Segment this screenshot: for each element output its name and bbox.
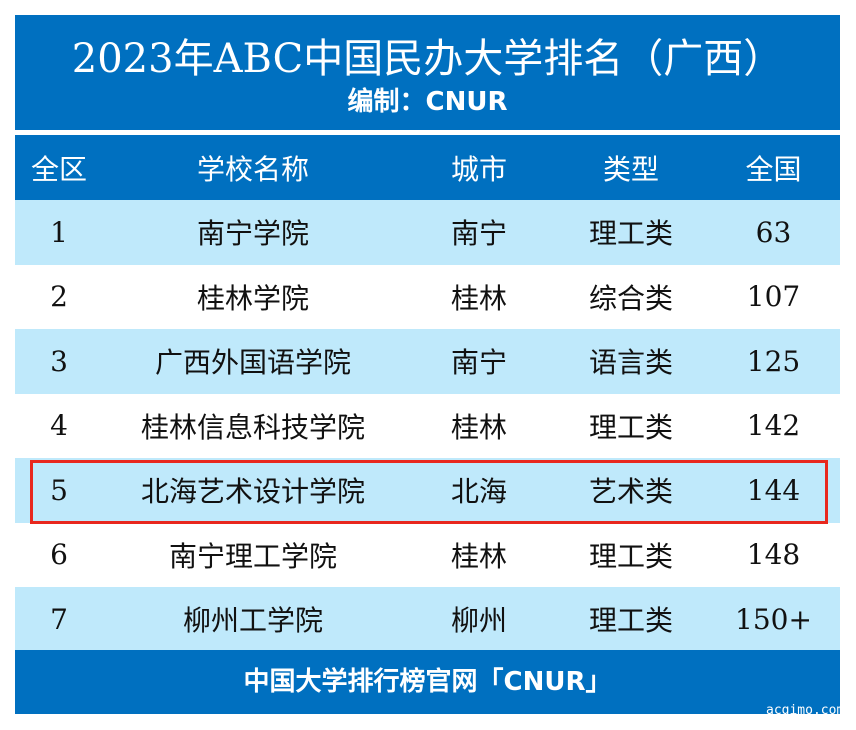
table-row: 2 桂林学院 桂林 综合类 107 [15,264,840,329]
footer: 中国大学排行榜官网「CNUR」 [15,650,840,714]
table-cell: 桂林 [450,281,507,315]
table-cell: 63 [755,215,792,249]
table-row: 1 南宁学院 南宁 理工类 63 [15,200,840,265]
table-cell: 桂林 [450,539,507,573]
table-cell: 柳州工学院 [182,604,323,638]
table-cell: 北海 [450,475,507,509]
page-title: 2023年ABC中国民办大学排名（广西） [71,36,784,82]
table-cell: 桂林学院 [196,281,309,315]
table-cell: 北海艺术设计学院 [140,475,365,509]
page-subtitle: 编制：CNUR [347,87,508,117]
table-cell: 理工类 [588,539,673,573]
table-cell: 1 [50,215,68,249]
table-cell: 南宁理工学院 [168,539,337,573]
table-cell: 5 [50,473,68,507]
table-cell: 150+ [735,602,812,636]
table-cell: 理工类 [588,604,673,638]
table-cell: 综合类 [588,281,673,315]
table-row: 4 桂林信息科技学院 桂林 理工类 142 [15,393,840,458]
table-cell: 4 [50,409,68,443]
table-cell: 语言类 [588,346,673,380]
table-row: 6 南宁理工学院 桂林 理工类 148 [15,522,840,587]
table-cell: 125 [746,344,801,378]
table-row: 7 柳州工学院 柳州 理工类 150+ [15,587,840,652]
table-cell: 107 [746,280,801,314]
table-cell: 3 [50,344,68,378]
table-cell: 2 [50,280,68,314]
table-cell: 6 [50,538,68,572]
table-header: 全区 学校名称 城市 类型 全国 [15,135,840,200]
table-cell: 柳州 [450,604,507,638]
column-header: 全国 [745,152,802,186]
table-cell: 7 [50,602,68,636]
table-cell: 南宁 [450,346,507,380]
column-header: 全区 [30,152,87,186]
table-cell: 南宁学院 [196,217,309,251]
column-header: 类型 [602,152,659,186]
ranking-table: 全区 学校名称 城市 类型 全国 1 南宁学院 南宁 理工类 63 2 桂林学院 桂林 综合类 1… [15,135,840,652]
column-header: 学校名称 [196,152,309,186]
table-cell: 理工类 [588,410,673,444]
table-cell: 144 [746,473,801,507]
table-row: 5 北海艺术设计学院 北海 艺术类 144 [15,458,840,523]
table-cell: 148 [746,538,801,572]
table-cell: 广西外国语学院 [154,346,351,380]
table-cell: 南宁 [450,217,507,251]
table-cell: 桂林信息科技学院 [140,410,365,444]
table-cell: 艺术类 [588,475,673,509]
table-cell: 理工类 [588,217,673,251]
watermark: acgimo.com [766,703,845,718]
table-cell: 桂林 [450,410,507,444]
table-row: 3 广西外国语学院 南宁 语言类 125 [15,329,840,394]
title-banner: 2023年ABC中国民办大学排名（广西） 编制：CNUR [15,15,840,130]
column-header: 城市 [450,152,507,186]
table-cell: 142 [746,409,801,443]
